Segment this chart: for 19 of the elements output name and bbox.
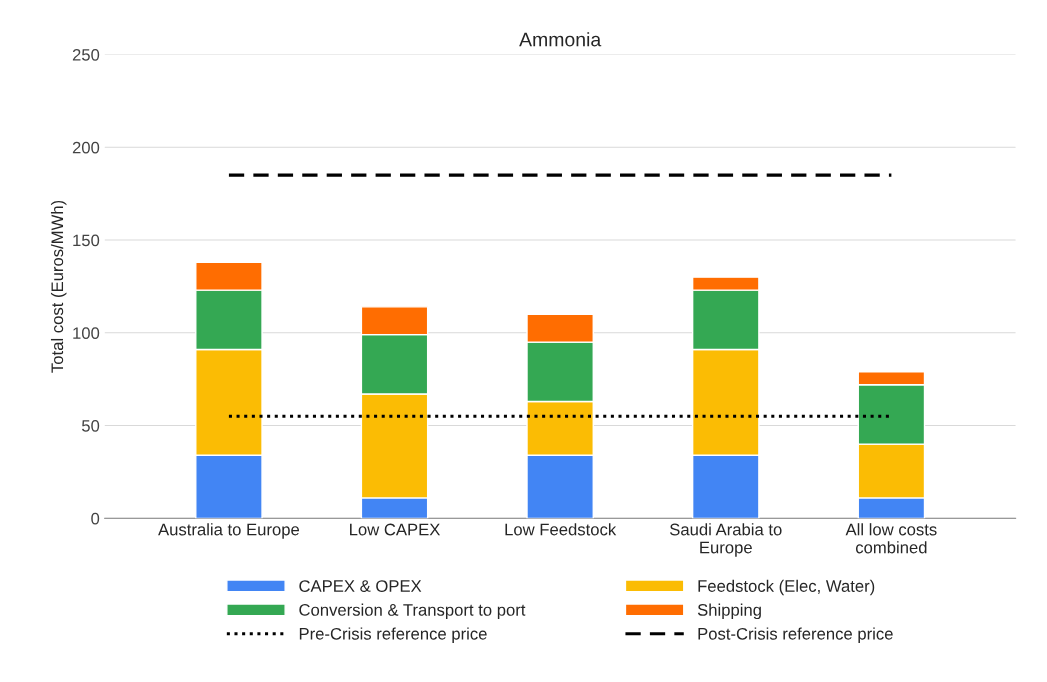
- y-tick-label: 200: [72, 141, 100, 154]
- x-tick-label: Saudi Arabia to Europe: [670, 523, 782, 557]
- y-tick-label: 150: [73, 234, 100, 247]
- y-tick-label: 250: [72, 48, 100, 61]
- chart-title: Ammonia: [519, 32, 602, 47]
- x-tick-label: All low costs combined: [845, 523, 937, 554]
- x-tick-label: Low Feedstock: [505, 523, 617, 536]
- y-axis-title: Total cost (Euros/MWh): [50, 200, 67, 373]
- legend-label: Feedstock (Elec, Water): [698, 579, 875, 596]
- legend-label: Shipping: [697, 603, 761, 620]
- legend-label: Pre-Crisis reference price: [299, 627, 487, 643]
- x-tick-label: Australia to Europe: [158, 523, 300, 539]
- legend-label: CAPEX & OPEX: [299, 580, 422, 592]
- y-tick-label: 0: [91, 512, 100, 525]
- y-tick-label: 100: [73, 327, 100, 340]
- x-tick-label: Low CAPEX: [350, 523, 441, 536]
- y-tick-label: 50: [81, 419, 100, 432]
- legend-label: Conversion & Transport to port: [299, 603, 526, 620]
- legend-label: Post-Crisis reference price: [698, 627, 893, 643]
